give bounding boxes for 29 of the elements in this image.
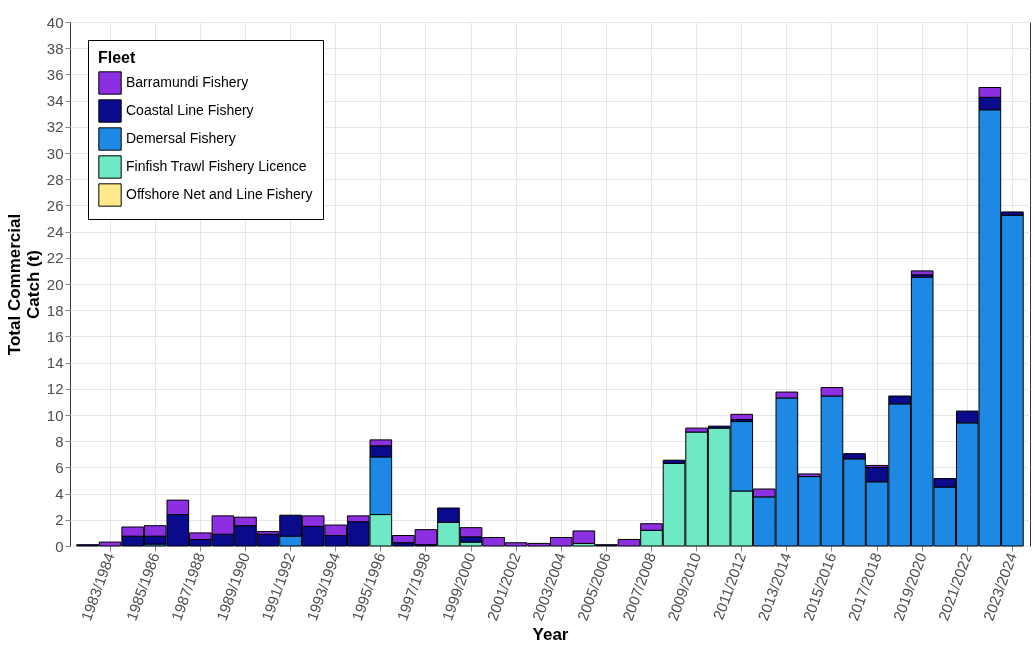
x-axis-title: Year (532, 624, 569, 644)
y-tick-label: 28 (46, 170, 64, 188)
y-tick-label: 2 (55, 511, 64, 529)
y-tick-label: 0 (55, 537, 64, 555)
y-tick-label: 30 (46, 144, 64, 162)
legend-label: Barramundi Fishery (126, 74, 249, 90)
y-tick-label: 22 (46, 249, 64, 267)
y-tick-label: 24 (46, 223, 64, 241)
legend-label: Demersal Fishery (126, 130, 236, 146)
y-tick-label: 18 (46, 301, 64, 319)
legend-label: Offshore Net and Line Fishery (126, 186, 313, 202)
y-tick-label: 40 (46, 13, 64, 31)
y-tick-label: 12 (46, 380, 64, 398)
y-tick-label: 38 (46, 39, 64, 57)
legend-label: Finfish Trawl Fishery Licence (126, 158, 307, 174)
y-axis-title: Total Commercial Catch (t) (4, 213, 43, 356)
y-tick-label: 32 (46, 118, 64, 136)
legend-label: Coastal Line Fishery (126, 102, 254, 118)
y-tick-label: 10 (46, 406, 64, 424)
y-tick-label: 16 (46, 327, 64, 345)
y-tick-label: 20 (46, 275, 64, 293)
legend-title: Fleet (98, 49, 137, 66)
y-tick-label: 14 (46, 354, 64, 372)
y-tick-label: 6 (55, 458, 64, 476)
y-tick-label: 36 (46, 65, 64, 83)
y-tick-label: 8 (55, 432, 64, 450)
y-tick-label: 34 (46, 92, 64, 110)
y-tick-label: 26 (46, 196, 64, 214)
y-tick-label: 4 (55, 485, 64, 503)
